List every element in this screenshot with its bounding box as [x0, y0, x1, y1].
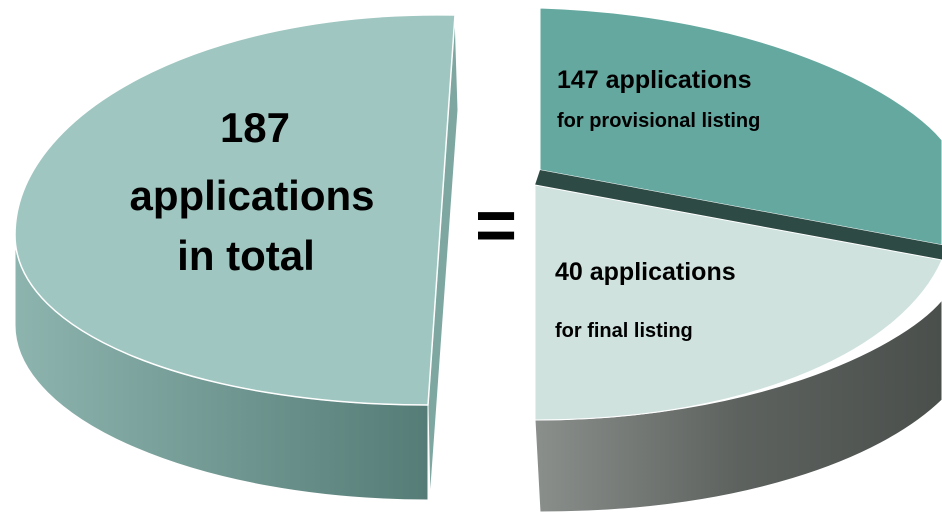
final-slice [534, 184, 942, 421]
provisional-subtitle: for provisional listing [557, 110, 760, 132]
final-subtitle: for final listing [555, 320, 693, 342]
provisional-title: 147 applications [557, 66, 752, 94]
left-number: 187 [220, 104, 290, 151]
slice-gap [535, 170, 942, 260]
left-line3: in total [177, 232, 315, 279]
final-title: 40 applications [555, 258, 736, 286]
equals-sign: = [475, 186, 517, 266]
left-line2: applications [129, 172, 374, 219]
right-side [534, 299, 942, 513]
left-top [14, 14, 456, 406]
provisional-slice [539, 7, 942, 246]
